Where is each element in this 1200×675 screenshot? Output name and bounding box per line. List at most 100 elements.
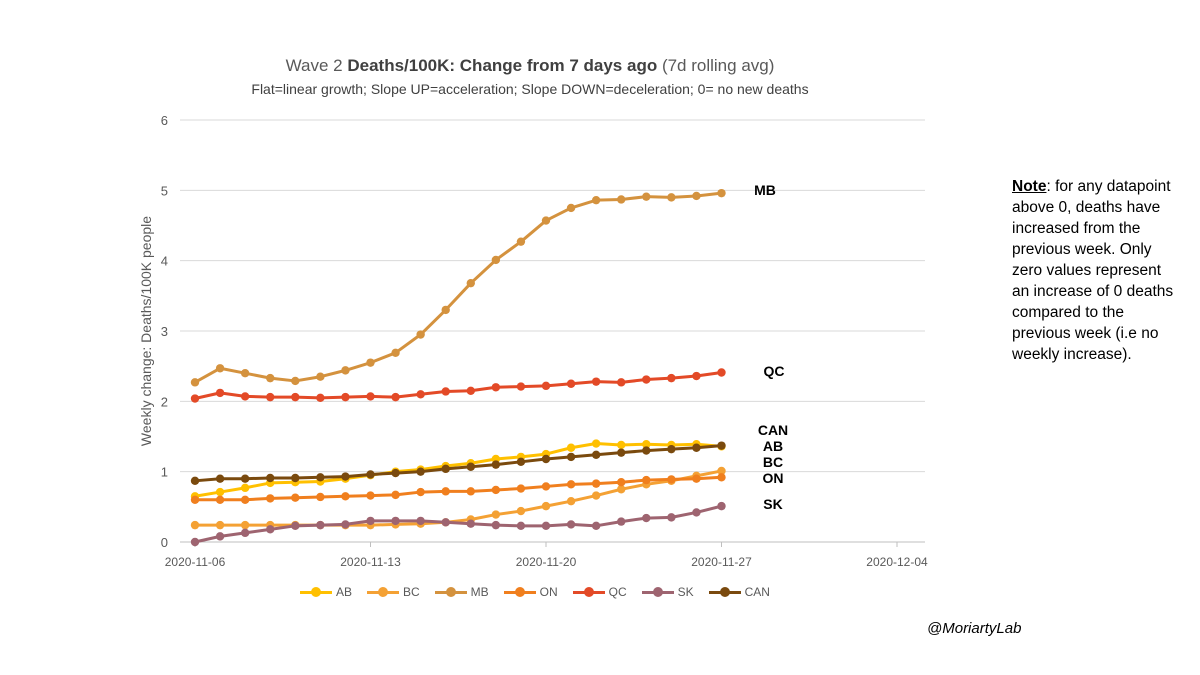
data-point-mb — [240, 369, 250, 378]
data-point-sk — [541, 521, 551, 531]
data-point-can — [717, 441, 726, 450]
data-point-bc — [591, 491, 601, 500]
data-point-on — [341, 492, 350, 501]
data-point-mb — [291, 376, 300, 386]
data-point-qc — [516, 382, 526, 391]
data-point-on — [416, 487, 425, 497]
data-point-on — [566, 480, 576, 489]
data-point-sk — [190, 537, 200, 547]
data-point-sk — [491, 520, 501, 530]
legend-swatch — [367, 586, 399, 598]
data-point-qc — [466, 386, 475, 395]
x-tick-label: 2020-11-06 — [165, 555, 226, 569]
data-point-qc — [667, 373, 676, 383]
series-line-sk — [194, 504, 722, 544]
series-line-on — [195, 475, 722, 502]
data-point-on — [591, 479, 601, 488]
legend-swatch — [503, 586, 536, 598]
data-point-can — [642, 446, 651, 455]
legend-item-ab: AB — [300, 585, 352, 599]
legend-item-sk: SK — [641, 585, 694, 599]
data-point-on — [491, 485, 501, 495]
data-point-sk — [591, 521, 601, 531]
data-point-on — [291, 493, 300, 502]
data-point-ab — [642, 440, 651, 449]
title-suffix: (7d rolling avg) — [657, 56, 775, 75]
data-point-sk — [667, 513, 676, 522]
data-point-sk — [240, 528, 250, 538]
data-point-sk — [516, 521, 526, 531]
data-point-on — [466, 487, 475, 496]
legend-swatch — [300, 586, 332, 598]
y-tick-label: 4 — [161, 254, 168, 269]
data-point-bc — [617, 485, 626, 494]
data-point-mb — [491, 255, 501, 265]
data-point-qc — [215, 388, 225, 398]
data-point-bc — [541, 501, 551, 511]
data-point-on — [366, 491, 375, 500]
annotation-mb: MB — [754, 182, 776, 198]
data-point-sk — [215, 532, 225, 541]
x-tick-label: 2020-11-20 — [516, 555, 577, 569]
data-point-qc — [291, 392, 300, 402]
data-point-can — [391, 468, 400, 478]
data-point-mb — [591, 195, 601, 205]
data-point-can — [516, 457, 526, 467]
data-point-can — [667, 444, 676, 454]
data-point-mb — [416, 330, 425, 339]
legend-label: CAN — [744, 585, 770, 599]
y-tick-label: 5 — [161, 183, 168, 198]
data-point-mb — [366, 358, 375, 367]
data-point-can — [215, 474, 225, 483]
data-point-on — [617, 478, 626, 487]
data-point-sk — [341, 520, 350, 529]
data-point-can — [416, 467, 425, 476]
data-point-on — [642, 475, 651, 485]
data-point-can — [617, 448, 626, 457]
data-point-sk — [416, 516, 425, 526]
legend-label: MB — [470, 585, 489, 599]
legend-label: SK — [677, 585, 694, 599]
data-point-ab — [566, 443, 576, 452]
data-point-on — [215, 495, 225, 504]
legend-item-can: CAN — [708, 585, 770, 599]
data-point-on — [190, 495, 200, 504]
data-point-mb — [617, 195, 626, 204]
data-point-mb — [717, 188, 726, 198]
legend-swatch — [572, 586, 605, 598]
annotation-bc: BC — [763, 454, 783, 470]
y-tick-label: 2 — [161, 394, 168, 409]
x-tick-label: 2020-11-13 — [340, 555, 401, 569]
annotation-sk: SK — [763, 496, 782, 512]
note-body: : for any datapoint above 0, deaths have… — [1012, 178, 1174, 363]
data-point-can — [291, 473, 300, 483]
annotation-qc: QC — [764, 363, 785, 379]
legend-item-bc: BC — [367, 585, 420, 599]
data-point-qc — [316, 393, 325, 403]
note-text: Note: for any datapoint above 0, deaths … — [1012, 176, 1180, 365]
data-point-qc — [266, 392, 275, 402]
data-point-qc — [541, 381, 551, 391]
data-point-mb — [316, 372, 325, 381]
data-point-qc — [566, 379, 576, 388]
data-point-qc — [692, 371, 701, 381]
data-point-on — [316, 492, 325, 502]
series-line-qc — [194, 371, 722, 400]
legend-item-qc: QC — [572, 585, 627, 599]
legend-label: BC — [403, 585, 420, 599]
data-point-can — [692, 443, 701, 452]
data-point-can — [240, 474, 250, 483]
data-point-sk — [617, 517, 626, 526]
title-bold: Deaths/100K: Change from 7 days ago — [347, 56, 658, 75]
data-point-mb — [566, 203, 576, 213]
data-point-can — [316, 473, 325, 482]
y-tick-label: 6 — [161, 113, 168, 128]
legend-item-mb: MB — [434, 585, 489, 599]
legend-label: AB — [336, 585, 353, 599]
data-point-on — [541, 482, 551, 491]
data-point-sk — [566, 520, 576, 529]
note-heading: Note — [1012, 178, 1047, 195]
data-point-ab — [617, 440, 626, 450]
data-point-can — [266, 473, 275, 483]
data-point-can — [491, 460, 501, 469]
